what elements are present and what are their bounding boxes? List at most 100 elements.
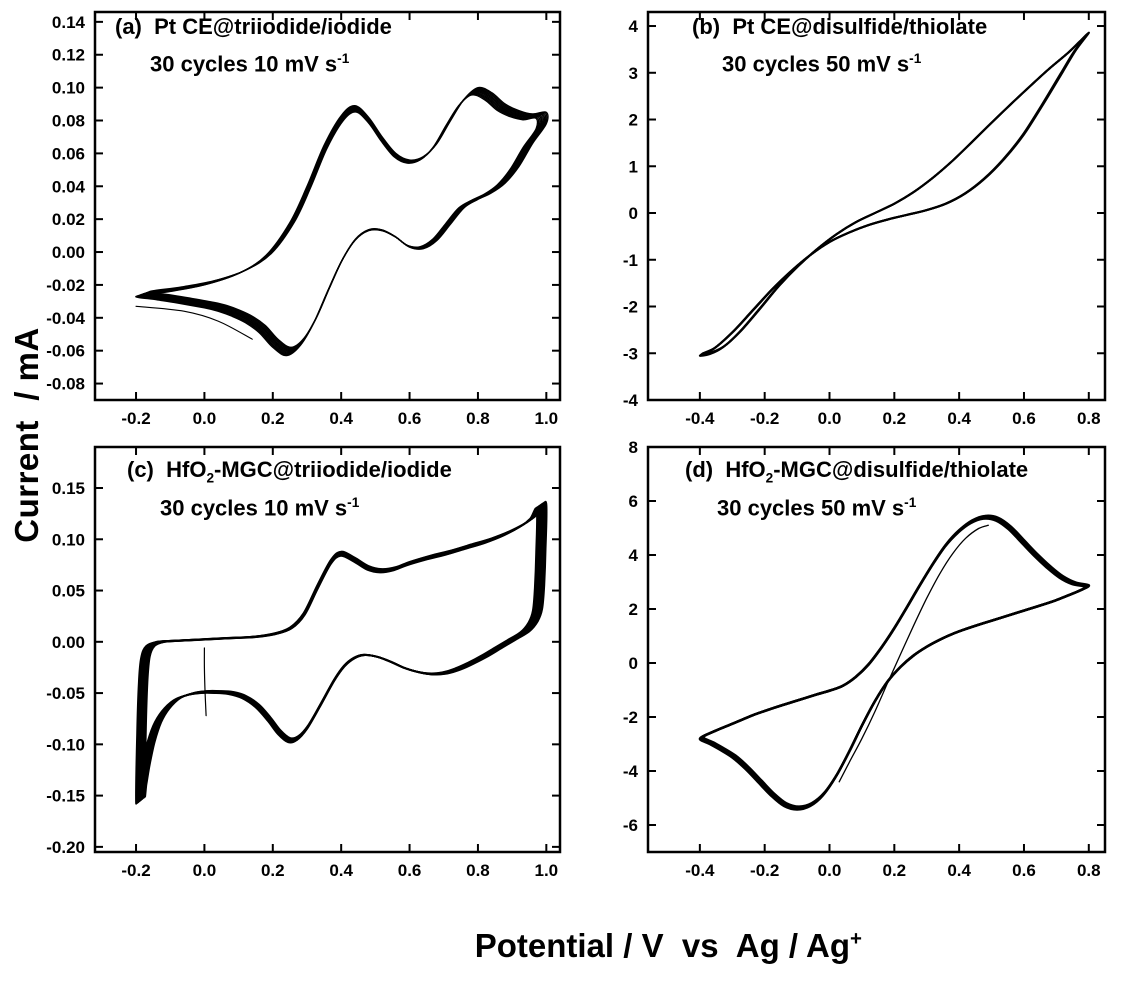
y-tick-label: -0.02 [46, 276, 85, 295]
curves-group [135, 500, 548, 805]
x-tick-label: 1.0 [535, 409, 559, 428]
panel-c-title-text-post: -MGC@triiodide/iodide [214, 457, 452, 482]
y-tick-label: -0.10 [46, 735, 85, 754]
x-tick-label: 0.8 [466, 861, 490, 880]
y-tick-label: -0.15 [46, 787, 85, 806]
y-tick-label: -2 [623, 708, 638, 727]
cv-curve-cycles-band [139, 503, 544, 802]
cv-curve-cycles-band [145, 92, 541, 350]
x-tick-label: 0.2 [261, 861, 285, 880]
panel-d-subtitle-superscript: -1 [904, 495, 917, 510]
x-tick-label: -0.2 [121, 861, 150, 880]
y-tick-label: -2 [623, 298, 638, 317]
y-tick-label: -0.04 [46, 309, 85, 328]
panel-d-title: (d) HfO2-MGC@disulfide/thiolate [685, 459, 1028, 485]
panel-a-title-text: (a) Pt CE@triiodide/iodide [115, 14, 392, 39]
cv-curve-cycles-band [143, 507, 538, 798]
panel-b-subtitle-text: 30 cycles 50 mV s [722, 51, 910, 77]
y-tick-label: -4 [623, 762, 639, 781]
y-tick-label: -1 [623, 251, 638, 270]
x-tick-label: 0.4 [947, 409, 971, 428]
cv-curve-cycles-band [137, 502, 546, 804]
cv-curve-cycles-band [144, 91, 542, 351]
y-tick-label: 3 [629, 64, 638, 83]
x-tick-label: 0.0 [818, 409, 842, 428]
cv-curve-cycles-band [138, 88, 547, 355]
x-tick-label: -0.4 [685, 861, 715, 880]
x-tick-label: -0.2 [121, 409, 150, 428]
cv-curve-cycles-band [147, 93, 540, 349]
y-tick-label: -0.05 [46, 684, 85, 703]
y-tick-label: 0.10 [52, 79, 85, 98]
y-tick-label: 8 [629, 438, 638, 457]
cv-curve-cycles-band [139, 89, 546, 354]
y-tick-label: -0.06 [46, 342, 85, 361]
panel-b: -0.4 -0.2 0.0 0.2 0.4 0.6 0.8 4 3 2 1 0 -1 -2 -3 -4 (b)… [565, 0, 1130, 432]
cv-curve-cycles-band [700, 32, 1089, 356]
x-tick-label: 0.6 [1012, 409, 1036, 428]
y-tick-label: 2 [629, 111, 638, 130]
y-tick-label: 4 [629, 17, 639, 36]
panel-a-subtitle-superscript: -1 [337, 51, 350, 66]
cv-curve-cycles-band [700, 515, 1089, 810]
y-tick-label: 6 [629, 492, 638, 511]
plot-frame [646, 445, 1107, 854]
y-tick-label: 0.14 [52, 13, 86, 32]
x-tick-label: 0.2 [261, 409, 285, 428]
panel-b-subtitle-superscript: -1 [909, 51, 922, 66]
panel-b-title-text: (b) Pt CE@disulfide/thiolate [692, 14, 988, 39]
x-axis-title-superscript: + [850, 927, 862, 950]
y-tick-label: 2 [629, 600, 638, 619]
cv-curve-cycles-band [701, 516, 1088, 809]
panel-d-title-text-post: -MGC@disulfide/thiolate [773, 457, 1029, 482]
y-tick-label: 0.04 [52, 177, 86, 196]
y-tick-label: 1 [629, 157, 638, 176]
cv-curve-first-cycle [203, 647, 207, 717]
y-tick-label: 0.05 [52, 582, 85, 601]
x-axis-title-label: Potential / V vs Ag / Ag [474, 927, 851, 964]
panel-a-subtitle: 30 cycles 10 mV s-1 [150, 52, 349, 75]
x-axis-title: Potential / V vs Ag / Ag+ [150, 889, 1130, 1003]
panel-a: -0.2 0.0 0.2 0.4 0.6 0.8 1.0 0.14 0.12 0.10 0.08 0.… [0, 0, 565, 432]
cv-curve-cycles-band [141, 90, 544, 353]
panel-d-subtitle: 30 cycles 50 mV s-1 [717, 496, 916, 519]
plot-frame [646, 10, 1107, 402]
y-tick-label: 0.15 [52, 479, 85, 498]
x-tick-label: -0.2 [750, 409, 779, 428]
y-tick-label: -0.08 [46, 375, 85, 394]
cv-curve-cycles-band [136, 501, 547, 804]
cv-curve-cycles-band [135, 86, 549, 357]
y-tick-label: 0.00 [52, 633, 85, 652]
panel-c-subtitle: 30 cycles 10 mV s-1 [160, 496, 359, 519]
cv-curve-cycles-band [699, 32, 1090, 357]
cv-curve-cycles-band [701, 34, 1088, 355]
x-tick-label: 0.8 [1077, 409, 1101, 428]
panel-d: -0.4 -0.2 0.0 0.2 0.4 0.6 0.8 8 6 4 2 0 -2 -4 -6 (d) H… [565, 432, 1130, 892]
y-tick-label: -3 [623, 344, 638, 363]
x-tick-label: -0.4 [685, 409, 715, 428]
x-tick-label: 0.2 [883, 861, 907, 880]
panel-c-title: (c) HfO2-MGC@triiodide/iodide [127, 459, 452, 485]
x-tick-label: 0.4 [947, 861, 971, 880]
y-tick-label: 0.10 [52, 530, 85, 549]
x-tick-label: 0.2 [883, 409, 907, 428]
cv-curve-cycles-band [138, 503, 545, 803]
panel-a-plot: -0.2 0.0 0.2 0.4 0.6 0.8 1.0 0.14 0.12 0.10 0.08 0.… [46, 10, 562, 428]
panel-c-subtitle-text: 30 cycles 10 mV s [160, 495, 348, 521]
y-tick-label: 0.06 [52, 144, 85, 163]
x-tick-label: -0.2 [750, 861, 779, 880]
cv-curve-cycles-band [698, 514, 1091, 811]
cv-curve-cycles-band [141, 506, 541, 800]
panel-b-plot: -0.4 -0.2 0.0 0.2 0.4 0.6 0.8 4 3 2 1 0 -1 -2 -3 -4 [623, 10, 1107, 428]
y-tick-label: -4 [623, 391, 639, 410]
panel-c-plot: -0.2 0.0 0.2 0.4 0.6 0.8 1.0 0.15 0.10 0.05 0.00 -0… [46, 445, 562, 880]
panel-b-title: (b) Pt CE@disulfide/thiolate [692, 16, 987, 42]
x-tick-label: 0.8 [466, 409, 490, 428]
cv-curve-cycles-band [699, 515, 1090, 811]
panel-d-title-text: (d) HfO [685, 457, 766, 482]
cv-curve-cycles-band [142, 90, 543, 352]
cv-curve-cycles-band [700, 33, 1088, 356]
panel-c-title-text: (c) HfO [127, 457, 207, 482]
cv-curve-cycles-band [140, 504, 543, 801]
cv-curve-cycles-band [140, 505, 542, 800]
